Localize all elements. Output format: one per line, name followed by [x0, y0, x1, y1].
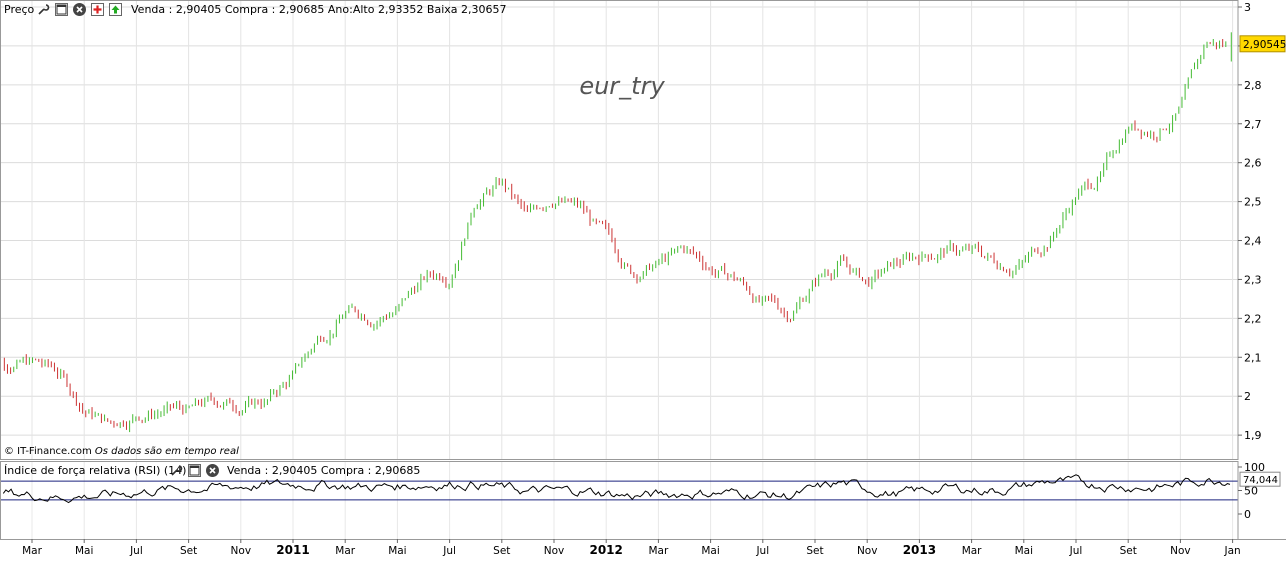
price-quote: Venda : 2,90405 Compra : 2,90685: [131, 3, 325, 16]
close-icon[interactable]: [206, 464, 219, 477]
last-rsi-marker: [1239, 471, 1281, 487]
wrench-icon[interactable]: [37, 3, 50, 16]
credit-line: © IT-Finance.com Os dados são em tempo r…: [4, 446, 239, 457]
price-tick-label: 2,3: [1244, 273, 1262, 286]
time-tick-label: Nov: [857, 545, 878, 557]
last-rsi-label: 74,044: [1243, 475, 1278, 486]
time-axis-ticks: Mar Mai Jul Set Nov 2011 Mar Mai Jul Set Nov 2012 Ma…: [22, 539, 1241, 557]
rsi-grid: [1, 461, 1238, 539]
time-tick-label: Set: [806, 545, 823, 557]
rsi-panel-title: Índice de força relativa (RSI) (14): [4, 464, 187, 477]
time-tick-label: 2011: [276, 543, 309, 557]
time-tick-label: Mar: [335, 545, 355, 557]
time-tick-label: Mar: [648, 545, 668, 557]
rsi-tick-label: 100: [1244, 461, 1265, 474]
rsi-quote: Venda : 2,90405 Compra : 2,90685: [227, 464, 421, 477]
price-quote-header: Venda : 2,90405 Compra : 2,90685 Ano:Alt…: [131, 3, 507, 16]
time-tick-label: Jul: [1069, 545, 1083, 557]
year-range: Ano:Alto 2,93352 Baixa 2,30657: [327, 3, 507, 16]
window-icon[interactable]: [188, 464, 201, 477]
price-tick-label: 2,1: [1244, 351, 1262, 364]
price-panel-frame: [0, 0, 1239, 460]
time-tick-label: Nov: [544, 545, 565, 557]
price-tick-label: 2,8: [1244, 79, 1262, 92]
last-price-marker: [1239, 35, 1286, 53]
rsi-tick-label: 0: [1244, 508, 1251, 521]
time-tick-label: Set: [1120, 545, 1137, 557]
credit-text: © IT-Finance.com: [4, 446, 92, 457]
wrench-icon[interactable]: [170, 464, 183, 477]
chart-title: eur_try: [579, 72, 665, 100]
time-tick-label: Mai: [388, 545, 406, 557]
rsi-series: [2, 474, 1231, 504]
time-tick-label: Set: [493, 545, 510, 557]
price-grid: [1, 0, 1238, 459]
price-tick-label: 2,4: [1244, 235, 1262, 248]
price-tick-label: 2: [1244, 390, 1251, 403]
price-tick-label: 3: [1244, 1, 1251, 14]
rsi-axis-ticks: 100 50 0 74,044: [1238, 461, 1281, 521]
price-tick-label: 1,9: [1244, 429, 1262, 442]
time-tick-label: Jan: [1224, 545, 1241, 557]
panel-frames: [0, 0, 1286, 540]
time-tick-label: Jul: [442, 545, 456, 557]
arrow-up-icon[interactable]: [109, 3, 122, 16]
price-tick-label: 2,5: [1244, 196, 1262, 209]
price-panel-title: Preço: [4, 3, 35, 16]
time-tick-label: Mai: [1015, 545, 1033, 557]
time-tick-label: Jul: [755, 545, 769, 557]
credit-note: Os dados são em tempo real: [94, 446, 239, 457]
candlestick-series: [3, 32, 1232, 433]
time-tick-label: 2013: [903, 543, 936, 557]
time-tick-label: Mai: [75, 545, 93, 557]
time-tick-label: Mar: [962, 545, 982, 557]
time-tick-label: Mar: [22, 545, 42, 557]
time-tick-label: Nov: [231, 545, 252, 557]
price-axis-ticks: 32,92,82,72,62,52,42,32,22,121,92,90545: [1238, 1, 1286, 442]
price-tick-label: 2,6: [1244, 157, 1262, 170]
add-indicator-icon[interactable]: [91, 3, 104, 16]
time-tick-label: 2012: [589, 543, 622, 557]
close-icon[interactable]: [73, 3, 86, 16]
window-icon[interactable]: [55, 3, 68, 16]
price-tick-label: 2,2: [1244, 312, 1262, 325]
price-tick-label: 2,7: [1244, 118, 1262, 131]
time-tick-label: Set: [180, 545, 197, 557]
last-price-label: 2,90545: [1243, 39, 1286, 51]
rsi-line: [2, 474, 1231, 504]
time-tick-label: Jul: [129, 545, 143, 557]
rsi-tick-label: 50: [1244, 485, 1258, 498]
time-tick-label: Mai: [701, 545, 719, 557]
time-tick-label: Nov: [1170, 545, 1191, 557]
